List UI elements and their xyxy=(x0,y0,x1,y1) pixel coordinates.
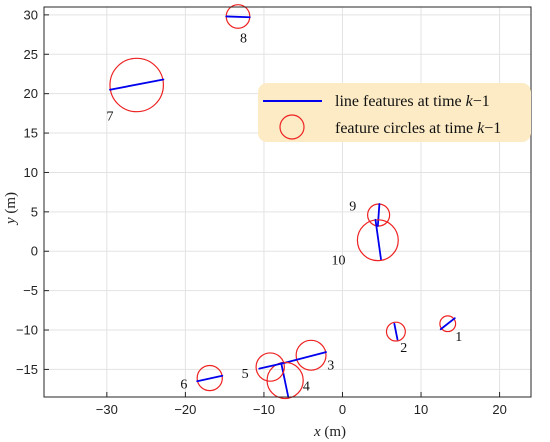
legend: line features at time k−1 feature circle… xyxy=(258,83,531,142)
feature-label-6: 6 xyxy=(180,377,187,392)
feature-line-1 xyxy=(439,317,456,331)
y-tick-label: 20 xyxy=(24,86,38,101)
y-axis-label: y (m) xyxy=(3,192,19,226)
legend-line-prefix: line features at time xyxy=(335,93,466,110)
feature-5: 5 xyxy=(242,352,285,382)
legend-circle-suffix: −1 xyxy=(484,120,501,137)
x-tick-label: −30 xyxy=(96,402,118,417)
feature-circle-3 xyxy=(295,339,327,371)
y-axis-unit: (m) xyxy=(3,192,19,217)
feature-line-6 xyxy=(196,374,224,383)
x-axis-unit: (m) xyxy=(321,424,346,440)
feature-label-9: 9 xyxy=(349,199,356,214)
y-tick-label: −5 xyxy=(23,283,38,298)
feature-9: 9 xyxy=(349,199,391,227)
y-tick-label: 10 xyxy=(24,165,38,180)
x-tick-label: 10 xyxy=(414,402,428,417)
feature-line-9 xyxy=(376,203,381,227)
legend-circle-var: k xyxy=(477,120,485,137)
feature-circle-5 xyxy=(255,352,285,382)
legend-entry-line-features: line features at time k−1 xyxy=(335,93,490,110)
feature-label-2: 2 xyxy=(400,341,407,356)
y-tick-label: −15 xyxy=(16,362,38,377)
y-axis-var: y xyxy=(3,217,19,226)
feature-label-4: 4 xyxy=(303,380,310,395)
feature-3: 3 xyxy=(282,339,334,373)
feature-10: 10 xyxy=(332,218,399,269)
feature-circle-10 xyxy=(356,219,399,262)
features: 1 2 3 4 5 6 7 8 9 10 xyxy=(106,4,462,400)
feature-label-7: 7 xyxy=(106,109,113,124)
feature-label-5: 5 xyxy=(242,367,249,382)
feature-circle-7 xyxy=(109,57,164,113)
feature-circle-2 xyxy=(385,321,406,342)
legend-circle-swatch xyxy=(279,114,305,140)
feature-2: 2 xyxy=(385,321,407,356)
y-tick-label: 0 xyxy=(31,244,38,259)
plot-background xyxy=(44,7,531,397)
legend-box xyxy=(258,83,531,142)
feature-1: 1 xyxy=(439,315,462,345)
plot-frame xyxy=(43,6,532,398)
feature-label-8: 8 xyxy=(240,31,247,46)
feature-label-3: 3 xyxy=(327,358,334,373)
y-tick-label: 30 xyxy=(24,7,38,22)
legend-line-suffix: −1 xyxy=(473,93,490,110)
y-tick-label: −10 xyxy=(16,323,38,338)
feature-line-8 xyxy=(225,15,251,19)
feature-label-1: 1 xyxy=(455,330,462,345)
feature-6: 6 xyxy=(180,364,224,392)
legend-line-var: k xyxy=(466,93,474,110)
feature-line-5 xyxy=(258,362,285,370)
x-axis-label: x (m) xyxy=(313,424,346,440)
feature-circle-6 xyxy=(196,364,223,392)
x-axis-var: x xyxy=(313,424,321,440)
legend-entry-feature-circles: feature circles at time k−1 xyxy=(335,120,501,137)
x-tick-label: −20 xyxy=(174,402,196,417)
y-tick-label: 25 xyxy=(24,47,38,62)
feature-circle-1 xyxy=(439,315,457,333)
feature-7: 7 xyxy=(106,57,165,124)
y-tick-label: 5 xyxy=(31,204,38,219)
feature-line-3 xyxy=(282,351,327,365)
feature-8: 8 xyxy=(225,4,251,46)
x-tick-label: −10 xyxy=(253,402,275,417)
feature-line-10 xyxy=(374,218,382,261)
y-tick-label: 15 xyxy=(24,126,38,141)
x-tick-label: 20 xyxy=(492,402,506,417)
legend-circle-prefix: feature circles at time xyxy=(335,120,477,137)
x-tick-label: 0 xyxy=(339,402,346,417)
feature-line-4 xyxy=(280,362,290,398)
feature-line-7 xyxy=(109,78,165,91)
feature-line-2 xyxy=(393,322,399,341)
feature-label-10: 10 xyxy=(332,254,346,269)
